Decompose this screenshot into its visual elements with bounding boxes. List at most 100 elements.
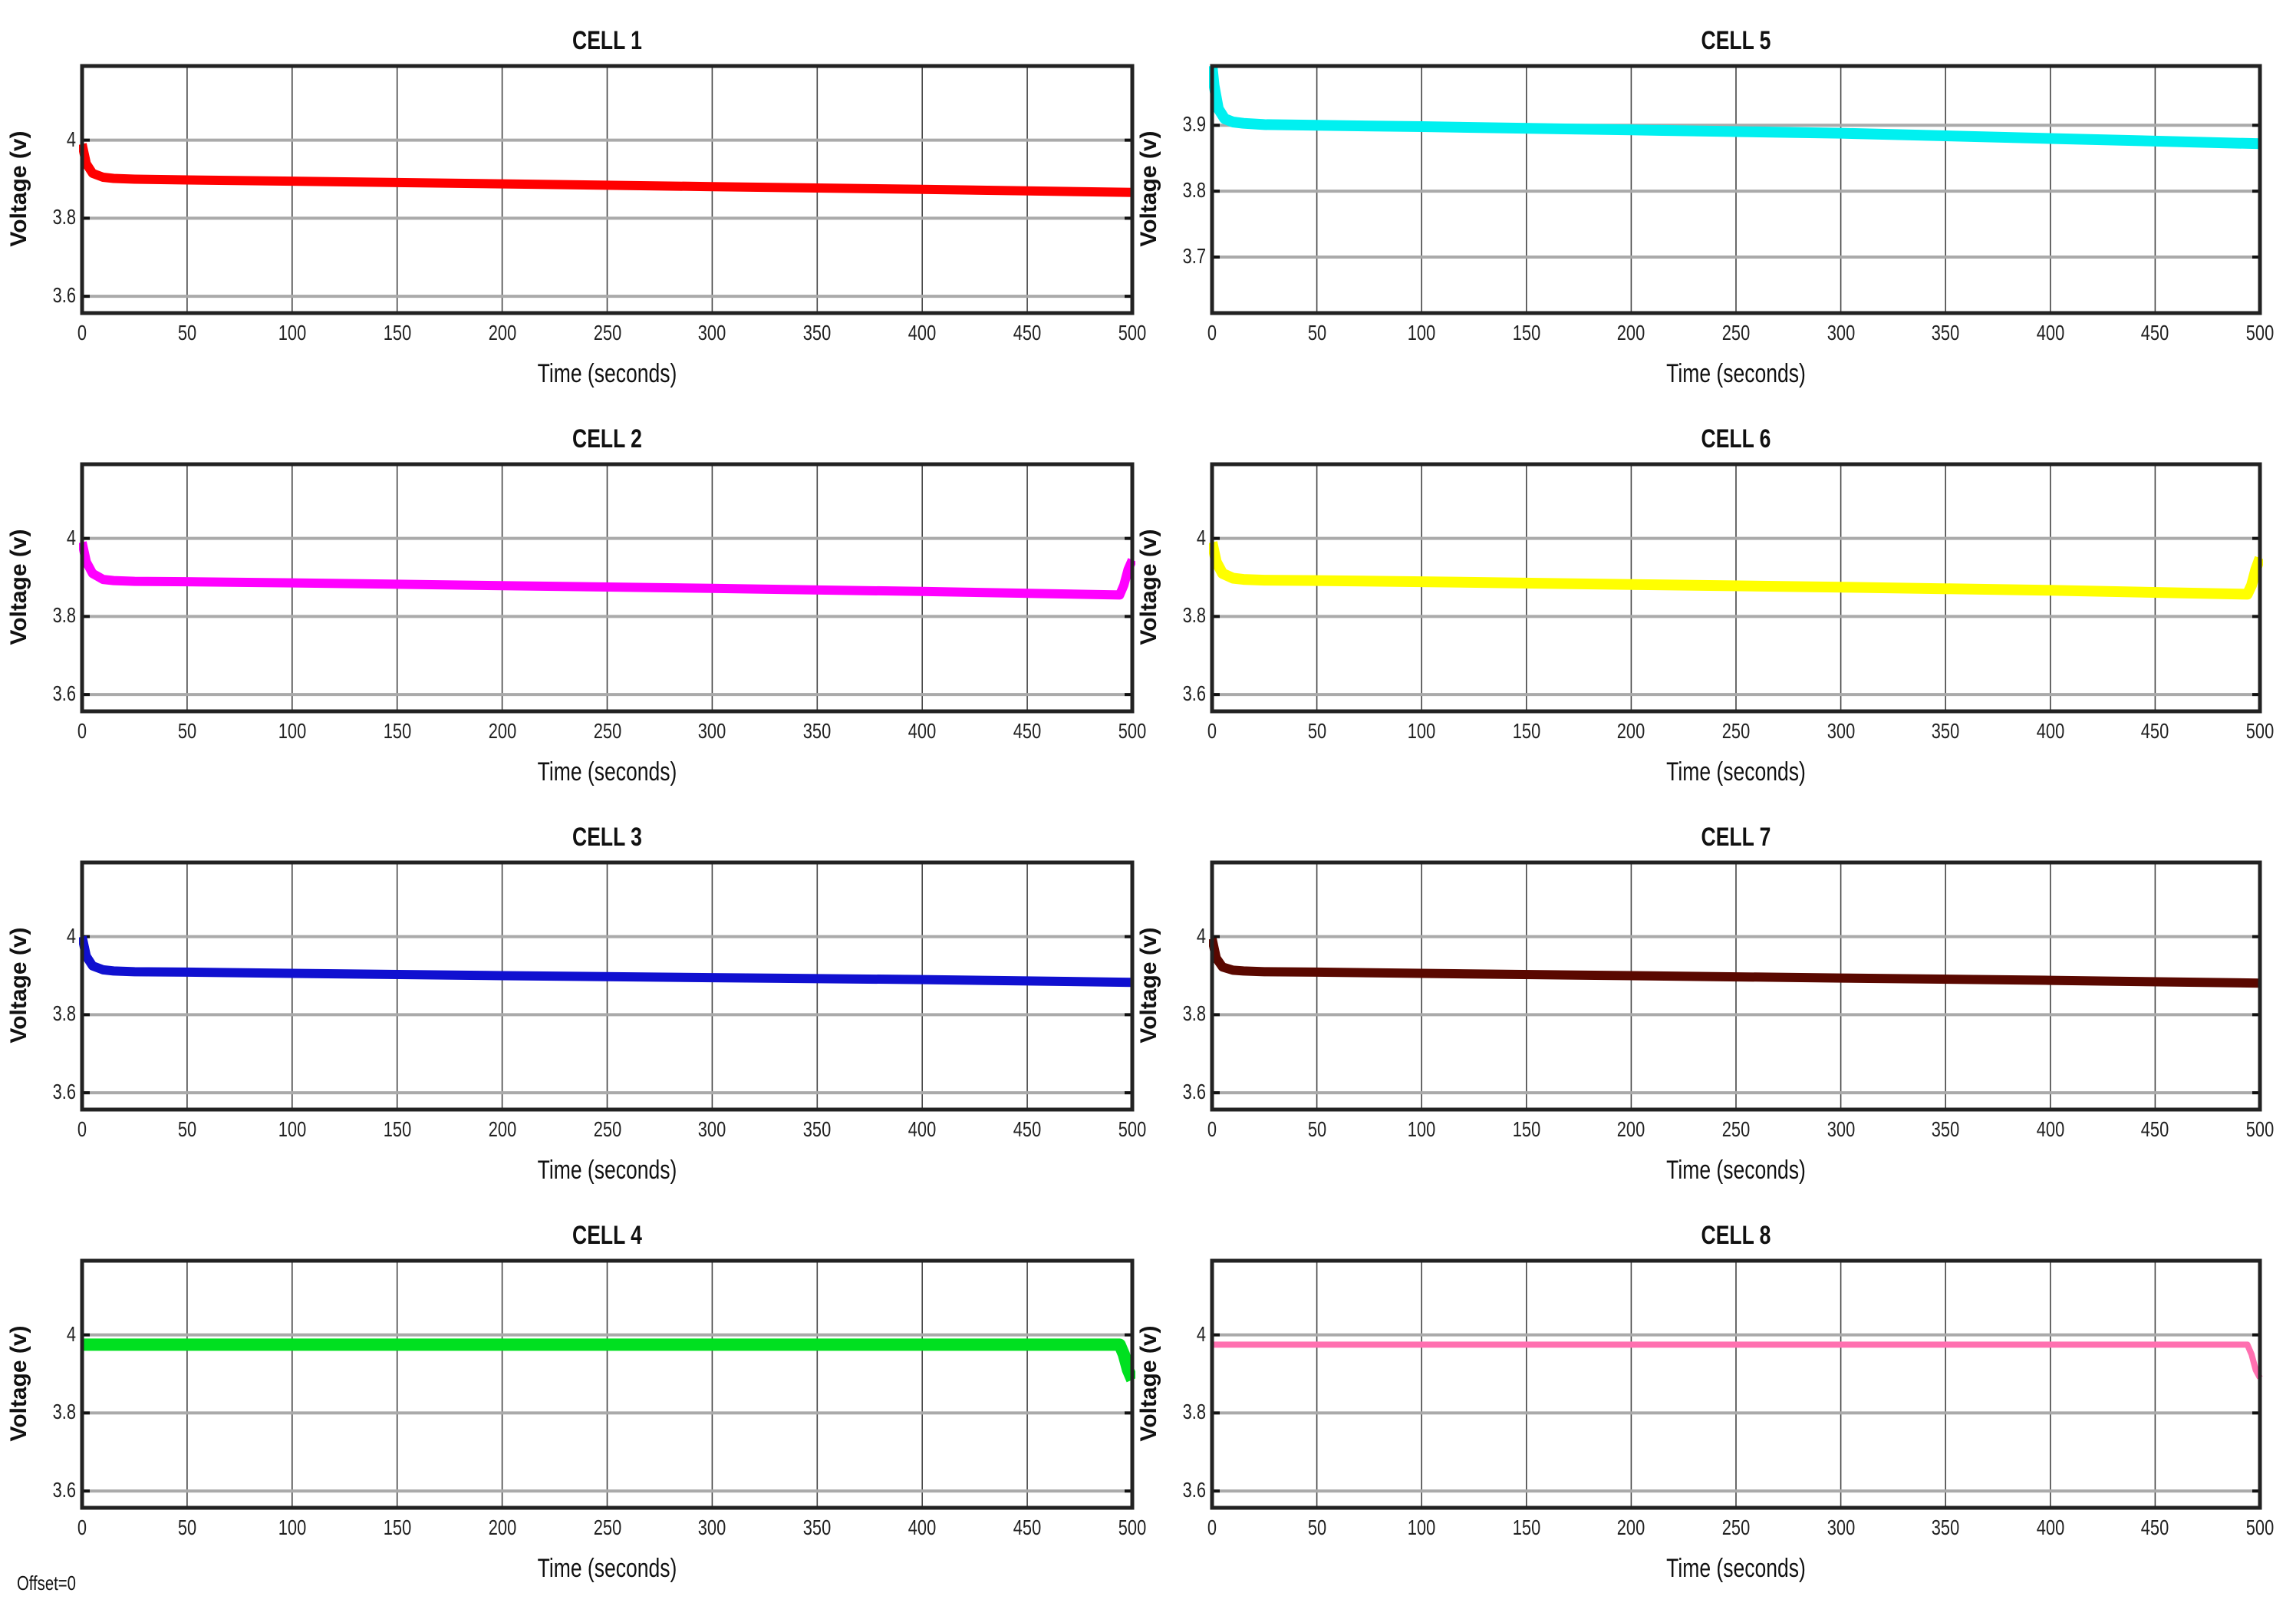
x-tick-label: 300 — [698, 1117, 726, 1141]
y-tick-label: 4 — [66, 1321, 76, 1346]
x-tick-label: 450 — [2141, 321, 2169, 345]
chart-title: CELL 2 — [572, 424, 642, 453]
x-tick-label: 250 — [1721, 321, 1751, 345]
y-axis-label: Voltage (v) — [1136, 130, 1161, 247]
x-tick-label: 250 — [1721, 719, 1751, 743]
x-tick-label: 200 — [488, 321, 516, 345]
plot-area — [1209, 64, 2262, 315]
axes-box — [80, 860, 1135, 1112]
x-tick-label: 400 — [908, 1117, 937, 1141]
y-tick-label: 3.9 — [1182, 112, 1206, 137]
x-tick-label: 50 — [1307, 1117, 1326, 1141]
y-tick-label: 4 — [66, 525, 76, 549]
y-tick-label: 3.6 — [52, 681, 76, 706]
x-tick-label: 50 — [1307, 321, 1326, 345]
x-tick-label: 200 — [1617, 321, 1645, 345]
x-tick-label: 200 — [1617, 1515, 1645, 1539]
x-tick-label: 0 — [1207, 719, 1217, 743]
x-tick-label: 0 — [1207, 1515, 1217, 1539]
y-tick-label: 4 — [66, 923, 76, 948]
x-tick-label: 0 — [1207, 1117, 1217, 1141]
plot-area — [80, 1258, 1135, 1510]
y-tick-label: 3.6 — [52, 283, 76, 308]
x-tick-label: 250 — [593, 719, 621, 743]
y-tick-label: 3.6 — [52, 1080, 76, 1104]
plot-area — [79, 860, 1135, 1112]
axes-box — [80, 462, 1135, 714]
x-tick-label: 100 — [278, 1515, 307, 1539]
plot-area — [79, 64, 1135, 315]
x-tick-label: 450 — [2141, 1515, 2169, 1539]
x-tick-label: 50 — [177, 1117, 197, 1141]
x-tick-label: 350 — [803, 1515, 832, 1539]
x-axis-label: Time (seconds) — [1666, 1554, 1806, 1583]
x-tick-label: 350 — [1931, 719, 1960, 743]
x-tick-label: 0 — [77, 719, 87, 743]
x-tick-label: 450 — [1013, 1117, 1042, 1141]
x-tick-label: 100 — [1407, 719, 1436, 743]
x-tick-label: 200 — [488, 1117, 516, 1141]
x-tick-label: 100 — [1407, 1515, 1436, 1539]
voltage-series-line — [82, 1338, 1135, 1383]
x-tick-label: 300 — [698, 1515, 726, 1539]
x-tick-label: 50 — [177, 321, 197, 345]
y-tick-label: 4 — [66, 127, 76, 151]
x-tick-label: 450 — [2141, 1117, 2169, 1141]
x-tick-label: 500 — [2245, 719, 2275, 743]
x-tick-label: 350 — [1931, 1515, 1960, 1539]
x-tick-label: 450 — [1013, 321, 1042, 345]
x-axis-label: Time (seconds) — [537, 757, 677, 787]
x-tick-label: 400 — [908, 1515, 937, 1539]
x-tick-label: 200 — [488, 1515, 516, 1539]
voltage-series-line — [79, 541, 1135, 600]
x-tick-label: 400 — [2036, 1117, 2065, 1141]
x-tick-label: 200 — [1617, 1117, 1645, 1141]
x-tick-label: 100 — [1407, 1117, 1436, 1141]
offset-label: Offset=0 — [17, 1571, 76, 1595]
y-tick-label: 3.8 — [52, 205, 76, 229]
x-axis-label: Time (seconds) — [537, 359, 677, 388]
plot-area — [1210, 1258, 2263, 1510]
x-tick-label: 250 — [1721, 1117, 1751, 1141]
x-axis-label: Time (seconds) — [1666, 757, 1806, 787]
x-tick-label: 400 — [908, 719, 937, 743]
x-tick-label: 150 — [383, 719, 411, 743]
chart-title: CELL 6 — [1701, 424, 1771, 453]
chart-title: CELL 1 — [572, 26, 642, 55]
x-tick-label: 250 — [593, 1117, 621, 1141]
x-tick-label: 500 — [1118, 321, 1147, 345]
x-tick-label: 100 — [278, 321, 307, 345]
y-tick-label: 3.8 — [52, 1400, 76, 1424]
x-tick-label: 450 — [1013, 1515, 1042, 1539]
y-tick-label: 3.6 — [1182, 681, 1206, 706]
voltage-series-line — [1209, 541, 2263, 600]
x-tick-label: 100 — [278, 1117, 307, 1141]
x-tick-label: 500 — [1118, 719, 1147, 743]
x-tick-label: 500 — [2245, 321, 2275, 345]
y-tick-label: 3.7 — [1182, 244, 1206, 268]
x-tick-label: 150 — [1512, 1117, 1541, 1141]
x-tick-label: 0 — [1207, 321, 1217, 345]
y-tick-label: 3.6 — [1182, 1478, 1206, 1502]
voltage-series-line — [1212, 1341, 2263, 1380]
x-tick-label: 500 — [2245, 1117, 2275, 1141]
y-axis-label: Voltage (v) — [6, 130, 31, 247]
x-axis-label: Time (seconds) — [1666, 1156, 1806, 1185]
x-tick-label: 400 — [2036, 719, 2065, 743]
chart-title: CELL 3 — [572, 823, 642, 852]
voltage-series-line — [79, 935, 1133, 988]
x-tick-label: 250 — [593, 321, 621, 345]
x-tick-label: 350 — [803, 321, 832, 345]
x-tick-label: 400 — [2036, 1515, 2065, 1539]
x-tick-label: 150 — [1512, 321, 1541, 345]
y-tick-label: 4 — [1196, 923, 1206, 948]
x-tick-label: 50 — [177, 1515, 197, 1539]
plot-area — [79, 462, 1135, 714]
x-tick-label: 300 — [698, 321, 726, 345]
chart-title: CELL 8 — [1701, 1221, 1771, 1250]
y-tick-label: 3.6 — [52, 1478, 76, 1502]
x-tick-label: 200 — [1617, 719, 1645, 743]
chart-title: CELL 5 — [1701, 26, 1771, 55]
axes-box — [1210, 64, 2262, 315]
x-tick-label: 50 — [1307, 719, 1326, 743]
